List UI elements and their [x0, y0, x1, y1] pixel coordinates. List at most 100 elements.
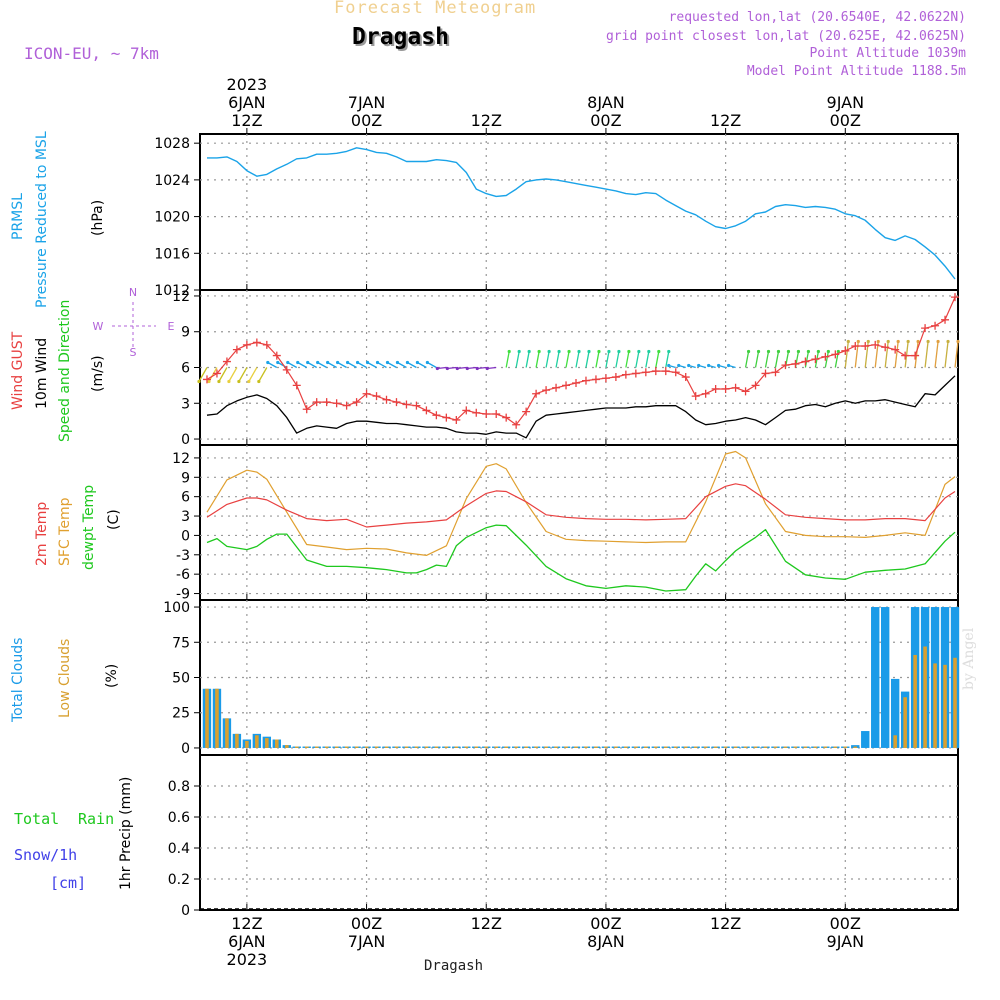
- ytick-label-precip: 0.8: [168, 779, 190, 795]
- low-cloud-bar: [843, 746, 848, 748]
- low-cloud-bar: [494, 746, 499, 748]
- ytick-label-pressure: 1028: [154, 136, 190, 152]
- gust-marker: [252, 338, 261, 347]
- low-cloud-bar: [324, 746, 329, 748]
- total-cloud-bar: [871, 607, 880, 748]
- low-cloud-bar: [314, 746, 319, 748]
- gust-marker: [931, 321, 940, 330]
- low-cloud-bar: [713, 746, 718, 748]
- wind-label-speeddir: Speed and Direction: [57, 299, 73, 442]
- gridpoint-coords: grid point closest lon,lat (20.625E, 42.…: [605, 29, 966, 44]
- total-cloud-bar: [881, 607, 890, 748]
- low-cloud-bar: [584, 746, 588, 748]
- ytick-label-temp: 0: [181, 528, 190, 544]
- wind-direction-arrow: [605, 351, 610, 368]
- wind-arrow-head: [336, 360, 340, 365]
- gust-marker: [232, 345, 241, 354]
- wind-direction-arrow: [258, 367, 268, 382]
- gust-marker: [631, 369, 640, 378]
- panel-frame-pressure: [199, 133, 959, 291]
- wind-direction-arrow: [357, 361, 367, 369]
- wind-arrow-head: [385, 360, 390, 365]
- low-cloud-bar: [374, 746, 379, 748]
- gust-marker: [442, 413, 451, 422]
- low-cloud-bar: [793, 746, 798, 748]
- wind-arrow-head: [355, 360, 360, 365]
- wind-arrow-head: [717, 363, 721, 368]
- top-time-label: 12Z: [710, 111, 741, 130]
- wind-arrow-head: [707, 363, 711, 368]
- wind-arrow-head: [786, 349, 791, 354]
- low-cloud-bar: [673, 746, 678, 748]
- top-time-label: 00Z: [830, 111, 861, 130]
- top-time-label: 00Z: [590, 111, 621, 130]
- bottom-time-label: 00Z: [590, 914, 621, 933]
- wind-arrow-head: [316, 360, 320, 365]
- cloud-label-unit: (%): [104, 663, 120, 688]
- wind-arrow-head: [276, 360, 280, 365]
- gust-marker: [841, 346, 850, 355]
- wind-direction-arrow: [387, 361, 397, 369]
- wind-arrow-head: [375, 360, 380, 365]
- wind-direction-arrow: [535, 351, 540, 368]
- low-cloud-bar: [444, 746, 449, 748]
- wind-arrow-head: [607, 349, 611, 354]
- low-cloud-bar: [654, 746, 658, 748]
- gust-marker: [761, 369, 770, 378]
- low-cloud-bar: [414, 746, 419, 748]
- temp-label-dew: dewpt Temp: [81, 484, 97, 570]
- low-cloud-bar: [803, 746, 808, 748]
- low-cloud-bar: [634, 746, 638, 748]
- gust-marker: [392, 398, 401, 407]
- gust-marker: [621, 370, 630, 379]
- wind-arrow-head: [475, 366, 479, 371]
- wind-arrow-head: [617, 349, 621, 354]
- wind-arrow-head: [667, 349, 671, 354]
- wind-direction-arrow: [347, 361, 357, 369]
- wind-arrow-head: [306, 360, 310, 365]
- gust-marker: [831, 350, 840, 359]
- wind-direction-arrow: [427, 361, 437, 369]
- ytick-label-pressure: 1016: [154, 246, 190, 262]
- wind-arrow-head: [326, 360, 330, 365]
- sfc-temp-line: [206, 450, 956, 557]
- gust-marker: [871, 340, 880, 349]
- model-label: ICON-EU, ~ 7km: [24, 44, 159, 63]
- bottom-time-label: 12Z: [710, 914, 741, 933]
- wind-arrow-head: [517, 349, 521, 354]
- gust-marker: [552, 383, 561, 392]
- low-cloud-bar: [245, 740, 249, 748]
- point-altitude: Point Altitude 1039m: [809, 46, 966, 61]
- ytick-label-temp: 9: [181, 470, 190, 486]
- low-cloud-bar: [693, 746, 698, 748]
- wind-direction-arrow: [307, 361, 318, 369]
- gust-marker: [492, 410, 501, 418]
- low-cloud-bar: [404, 746, 409, 748]
- wind-direction-arrow: [635, 351, 640, 368]
- panel-frame-precip: [199, 754, 959, 911]
- low-cloud-bar: [903, 697, 907, 748]
- wind-arrow-head: [826, 349, 830, 354]
- gust-marker: [572, 379, 581, 387]
- wind-direction-arrow: [884, 341, 889, 368]
- wind-arrow-head: [257, 379, 261, 384]
- low-cloud-bar: [953, 657, 957, 748]
- gust-marker: [731, 383, 740, 392]
- pressure-label-msl: Pressure Reduced to MSL: [34, 131, 50, 308]
- bottom-time-label: 00Z: [351, 914, 382, 933]
- wind-arrow-head: [567, 349, 571, 354]
- wind-arrow-head: [926, 339, 930, 344]
- gust-marker: [691, 392, 700, 401]
- wind-arrow-head: [296, 360, 300, 365]
- low-cloud-bar: [564, 746, 568, 748]
- temp-label-2m: 2m Temp: [34, 501, 50, 566]
- wind-arrow-head: [647, 349, 651, 354]
- gust-marker: [422, 406, 431, 415]
- wind-direction-arrow: [944, 341, 949, 368]
- gust-marker: [272, 351, 281, 360]
- gust-marker: [911, 351, 920, 360]
- low-cloud-bar: [833, 746, 838, 748]
- gust-marker: [641, 368, 650, 377]
- gust-marker: [562, 381, 571, 390]
